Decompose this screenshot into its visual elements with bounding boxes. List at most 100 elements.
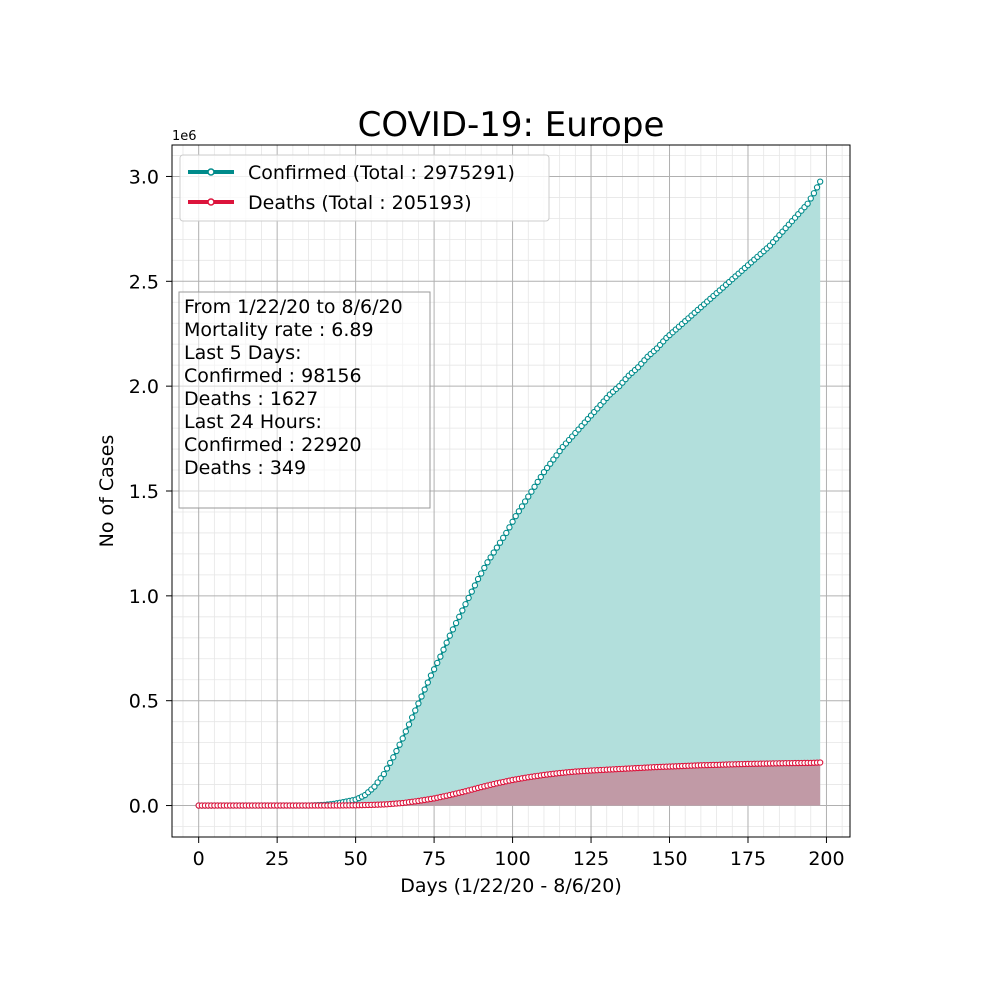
confirmed-data-point: [371, 783, 378, 790]
annotation-line: Last 5 Days:: [184, 342, 302, 364]
x-axis-label: Days (1/22/20 - 8/6/20): [400, 875, 622, 897]
confirmed-data-point: [813, 184, 821, 191]
confirmed-data-point: [383, 765, 391, 772]
y-tick-label: 3.0: [129, 166, 159, 188]
confirmed-data-point: [468, 588, 475, 595]
confirmed-data-point: [405, 721, 413, 728]
confirmed-data-point: [449, 626, 457, 633]
confirmed-data-point: [804, 200, 811, 207]
confirmed-data-point: [506, 524, 513, 531]
annotation-line: From 1/22/20 to 8/6/20: [184, 296, 403, 318]
confirmed-data-point: [481, 564, 488, 572]
y-tick-label: 2.0: [129, 376, 159, 398]
x-tick-label: 50: [344, 848, 368, 870]
annotation-line: Deaths : 349: [184, 457, 306, 479]
confirmed-data-point: [817, 178, 824, 185]
y-tick-label: 2.5: [129, 271, 159, 293]
confirmed-data-point: [509, 518, 516, 525]
annotation-line: Last 24 Hours:: [184, 411, 322, 433]
legend-confirmed-label: Confirmed (Total : 2975291): [248, 162, 515, 184]
x-tick-label: 175: [730, 848, 766, 870]
confirmed-data-point: [550, 456, 557, 463]
y-tick-label: 0.5: [129, 691, 159, 713]
confirmed-data-point: [534, 478, 541, 486]
confirmed-area-fill: [198, 181, 821, 806]
x-tick-label: 125: [573, 848, 609, 870]
annotation-box: From 1/22/20 to 8/6/20 Mortality rate : …: [178, 291, 431, 509]
x-tick-label: 100: [494, 848, 530, 870]
confirmed-data-point: [402, 728, 409, 735]
x-tick-label: 150: [651, 848, 687, 870]
confirmed-data-point: [465, 594, 472, 602]
legend-confirmed-marker: [207, 168, 215, 176]
confirmed-data-point: [412, 707, 419, 714]
confirmed-data-point: [471, 582, 479, 589]
y-tick-label: 1.0: [129, 586, 159, 608]
legend-box: [179, 154, 550, 222]
confirmed-data-point: [393, 747, 400, 755]
confirmed-data-point: [399, 735, 406, 742]
confirmed-data-point: [528, 488, 535, 495]
area-fills: [198, 181, 821, 806]
confirmed-data-point: [390, 754, 397, 761]
legend: Confirmed (Total : 2975291) Deaths (Tota…: [179, 154, 550, 222]
confirmed-data-point: [374, 779, 381, 786]
confirmed-data-point: [515, 508, 522, 515]
annotation-frame: [178, 291, 431, 509]
confirmed-data-point: [421, 686, 428, 693]
confirmed-data-point: [810, 190, 818, 197]
confirmed-data-point: [807, 195, 814, 202]
y-axis-ticks: 0.0 0.5 1.0 1.5 2.0 2.5 3.0: [129, 166, 172, 818]
x-axis-ticks: 0 25 50 75 100 125 150 175 200: [193, 837, 845, 870]
confirmed-data-point: [490, 549, 497, 556]
confirmed-data-point: [496, 539, 504, 546]
confirmed-data-point: [503, 529, 510, 537]
confirmed-data-point: [512, 513, 519, 520]
confirmed-data-point: [462, 601, 469, 608]
confirmed-data-point: [418, 693, 425, 700]
confirmed-data-point: [521, 498, 529, 505]
annotation-line: Mortality rate : 6.89: [184, 319, 374, 341]
annotation-line: Confirmed : 98156: [184, 365, 362, 387]
x-tick-label: 0: [193, 848, 205, 870]
confirmed-data-point: [487, 554, 494, 561]
confirmed-data-point: [427, 672, 435, 679]
confirmed-data-point: [500, 534, 507, 541]
legend-deaths-label: Deaths (Total : 205193): [248, 192, 472, 214]
confirmed-data-point: [547, 460, 554, 467]
confirmed-data-point: [456, 613, 463, 620]
confirmed-data-point: [556, 448, 563, 455]
confirmed-data-point: [543, 464, 551, 472]
x-tick-label: 75: [422, 848, 446, 870]
confirmed-data-point: [424, 679, 431, 686]
confirmed-data-point: [387, 759, 394, 767]
y-axis-label: No of Cases: [96, 435, 118, 548]
confirmed-data-point: [474, 575, 482, 583]
confirmed-data-point: [415, 700, 422, 707]
confirmed-data-point: [478, 570, 485, 577]
confirmed-data-point: [446, 632, 453, 639]
confirmed-data-point: [531, 483, 538, 490]
confirmed-data-point: [443, 639, 450, 646]
confirmed-data-point: [380, 770, 388, 778]
y-tick-label: 0.0: [129, 796, 159, 818]
annotation-line: Confirmed : 22920: [184, 434, 362, 456]
y-tick-label: 1.5: [129, 481, 159, 503]
series-markers: [195, 178, 824, 809]
confirmed-data-point: [430, 666, 438, 673]
confirmed-data-point: [537, 473, 544, 481]
deaths-area-fill: [198, 762, 821, 806]
confirmed-data-point: [459, 607, 466, 614]
confirmed-data-point: [377, 775, 384, 782]
x-tick-label: 25: [265, 848, 289, 870]
confirmed-data-point: [518, 503, 526, 510]
confirmed-data-point: [540, 468, 548, 476]
confirmed-data-point: [440, 646, 447, 653]
deaths-data-point: [817, 759, 824, 766]
chart-title: COVID-19: Europe: [358, 105, 665, 145]
confirmed-data-point: [452, 619, 460, 627]
confirmed-data-point: [396, 741, 403, 748]
annotation-line: Deaths : 1627: [184, 388, 318, 410]
confirmed-data-point: [484, 559, 491, 566]
